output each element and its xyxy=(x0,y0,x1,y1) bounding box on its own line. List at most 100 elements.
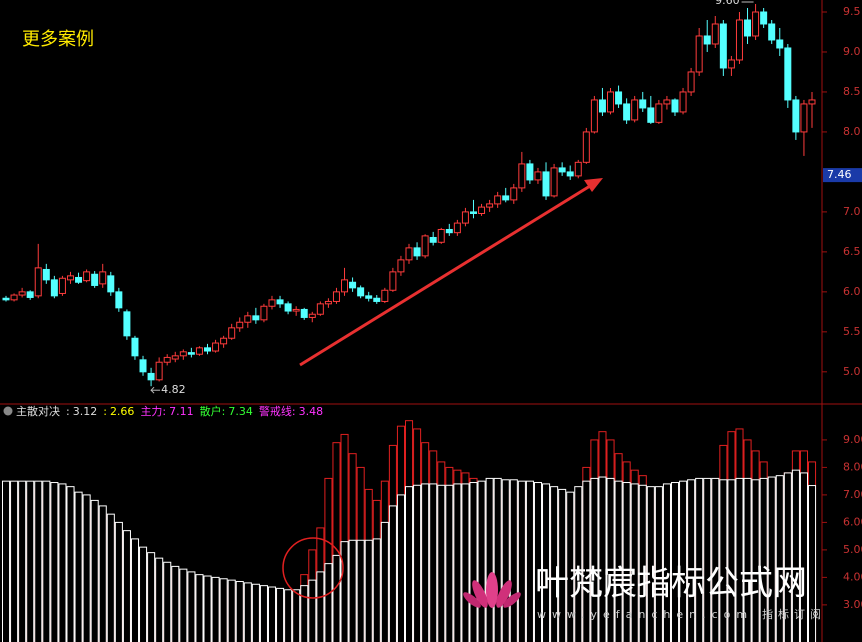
candle-body xyxy=(308,313,316,318)
candle-body xyxy=(558,167,566,173)
watermark-tag: 指标订阅 xyxy=(762,607,826,621)
indicator-bar xyxy=(598,476,607,642)
indicator-bar xyxy=(203,575,212,642)
indicator-bar xyxy=(413,484,422,642)
legend-label: : xyxy=(103,405,107,418)
candle-body xyxy=(91,273,99,286)
indicator-bar xyxy=(558,488,567,642)
candle-body xyxy=(703,35,711,45)
candle-body xyxy=(316,303,324,315)
indicator-bar xyxy=(719,479,728,642)
candle-body xyxy=(139,359,147,373)
y-tick-label: 9.00 xyxy=(843,433,862,446)
indicator-bar xyxy=(727,479,736,642)
indicator-bar xyxy=(106,513,115,642)
legend-value: 3.48 xyxy=(299,405,324,418)
indicator-bar xyxy=(332,442,341,642)
indicator-bar xyxy=(582,480,591,642)
indicator-bar xyxy=(308,579,317,642)
candle-body xyxy=(639,99,647,109)
indicator-bar xyxy=(550,486,559,642)
candle-body xyxy=(123,311,131,337)
y-tick-label: 7.0 xyxy=(843,205,861,218)
candle-body xyxy=(478,206,486,214)
candle-body xyxy=(66,275,74,281)
annotation: 4.82 xyxy=(161,383,186,396)
candle-body xyxy=(800,103,808,133)
indicator-bar xyxy=(791,469,800,642)
indicator-bar xyxy=(243,582,252,642)
candle-body xyxy=(792,99,800,133)
candle-body xyxy=(776,39,784,49)
indicator-bar xyxy=(751,479,760,642)
indicator-bar xyxy=(606,477,615,642)
indicator-bar xyxy=(695,477,704,642)
indicator-bar xyxy=(259,585,268,642)
candle-body xyxy=(647,107,655,123)
indicator-bar xyxy=(485,477,494,642)
indicator-bar xyxy=(622,482,631,642)
indicator-bar xyxy=(251,583,260,642)
candle-body xyxy=(58,277,66,294)
candle-body xyxy=(236,321,244,329)
indicator-panel: 9.00 8.00 7.00 6.00 5.00 4.00 3.00 xyxy=(2,420,862,642)
indicator-bar xyxy=(155,557,164,642)
candle-body xyxy=(18,291,26,296)
candle-body xyxy=(711,23,719,45)
candle-body xyxy=(655,103,663,123)
indicator-bar xyxy=(292,589,301,642)
candle-body xyxy=(83,271,91,282)
indicator-bar xyxy=(316,571,325,642)
candle-body xyxy=(349,281,357,289)
indicator-bar xyxy=(445,484,454,642)
indicator-bar xyxy=(276,587,285,642)
indicator-bar xyxy=(300,585,309,642)
candle-body xyxy=(155,361,163,381)
candle-body xyxy=(534,171,542,181)
indicator-bar xyxy=(98,505,107,642)
trend-arrow-head xyxy=(584,178,603,192)
candle-body xyxy=(252,315,260,321)
indicator-bar xyxy=(82,494,91,642)
indicator-bar xyxy=(517,480,526,642)
candle-body xyxy=(590,99,598,133)
indicator-bar xyxy=(767,476,776,642)
y-tick-label: 9.5 xyxy=(843,5,861,18)
indicator-bar xyxy=(654,486,663,642)
indicator-bar xyxy=(219,578,228,642)
candle-body xyxy=(179,351,187,357)
indicator-bar xyxy=(493,477,502,642)
indicator-bar xyxy=(525,480,534,642)
candle-body xyxy=(663,99,671,105)
indicator-bar xyxy=(122,530,131,642)
candle-body xyxy=(397,259,405,273)
indicator-bar xyxy=(324,563,333,642)
indicator-bar xyxy=(139,546,148,642)
candle-body xyxy=(228,327,236,339)
indicator-bar xyxy=(469,482,478,642)
candle-body xyxy=(582,131,590,163)
indicator-bar xyxy=(396,494,406,642)
indicator-bar xyxy=(340,433,349,642)
indicator-bar xyxy=(130,538,140,642)
candle-body xyxy=(421,235,429,257)
candle-body xyxy=(341,279,349,293)
candle-body xyxy=(115,291,123,309)
candle-body xyxy=(760,11,768,25)
indicator-bar xyxy=(630,483,639,642)
legend-label: 主散对决 xyxy=(16,404,60,418)
chart-title: 更多案例 xyxy=(22,29,94,50)
candle-body xyxy=(631,99,639,121)
y-tick-label: 9.0 xyxy=(843,45,861,58)
candle-body xyxy=(768,23,776,41)
candle-body xyxy=(42,268,50,281)
watermark-logo xyxy=(463,572,521,608)
indicator-icon xyxy=(3,406,13,416)
candle-body xyxy=(131,337,139,357)
annotation-arrow-head xyxy=(150,386,155,394)
candle-body xyxy=(373,297,381,302)
candle-body xyxy=(195,347,203,355)
candle-body xyxy=(389,271,397,291)
candle-body xyxy=(220,337,228,345)
candle-body xyxy=(574,161,582,177)
